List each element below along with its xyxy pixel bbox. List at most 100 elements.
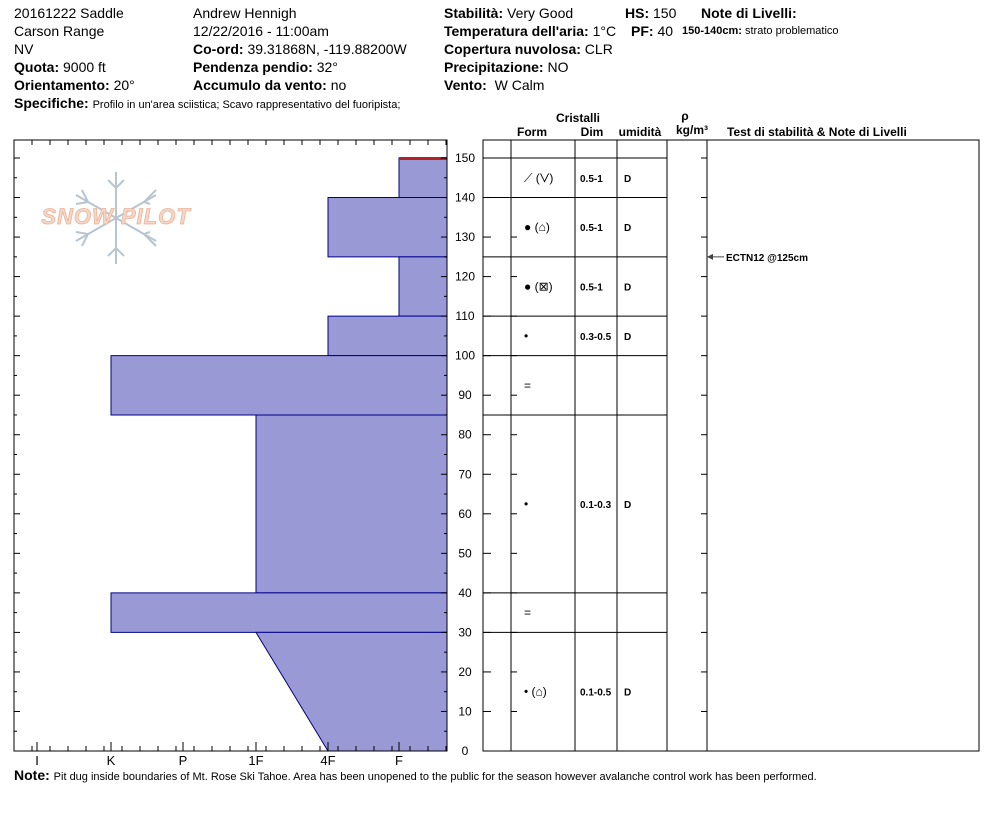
layer-note-range: 150-140cm: xyxy=(682,25,742,37)
precip-label: Precipitazione: xyxy=(444,59,544,75)
hardness-bar-2 xyxy=(398,256,448,317)
coords-value: 39.31868N, -119.88200W xyxy=(247,41,407,57)
depth-label-70: 70 xyxy=(458,467,472,481)
layer-size-5: 0.1-0.3 xyxy=(580,500,612,511)
depth-label-130: 130 xyxy=(455,230,475,244)
aspect: Orientamento: 20° xyxy=(14,76,135,94)
depth-label-120: 120 xyxy=(455,270,475,284)
layer-notes-title: Note di Livelli: xyxy=(701,5,797,21)
depth-label-150: 150 xyxy=(455,151,475,165)
layer-size-1: 0.5-1 xyxy=(580,223,603,234)
specifics-value: Profilo in un'area sciistica; Scavo rapp… xyxy=(92,99,401,111)
slope-label: Pendenza pendio: xyxy=(193,59,313,75)
layer-form-2: ● (⊠) xyxy=(524,279,553,293)
pit-name-2: Carson Range xyxy=(14,23,105,39)
elevation: Quota: 9000 ft xyxy=(14,58,106,76)
wind: Vento: W Calm xyxy=(444,76,544,94)
tests-header: Test di stabilità & Note di Livelli xyxy=(727,125,907,139)
hardness-bar-4 xyxy=(110,355,448,416)
form-header: Form xyxy=(517,125,547,139)
depth-label-30: 30 xyxy=(458,625,472,639)
layer-moisture-0: D xyxy=(624,174,631,185)
layer-moisture-2: D xyxy=(624,282,631,293)
layer-form-3: • xyxy=(524,329,528,343)
depth-label-20: 20 xyxy=(458,665,472,679)
layer-note: 150-140cm: strato problematico xyxy=(682,22,839,40)
logo-text: SNOW PILOT xyxy=(41,204,191,229)
snowpilot-logo: SNOW PILOT xyxy=(41,172,191,264)
layer-table-frame xyxy=(482,139,980,752)
layer-form-7: • (⌂) xyxy=(524,685,547,699)
state: NV xyxy=(14,41,34,57)
wind-value: W Calm xyxy=(494,77,545,93)
depth-label-140: 140 xyxy=(455,191,475,205)
depth-label-100: 100 xyxy=(455,349,475,363)
stability-label: Stabilità: xyxy=(444,5,504,21)
layer-form-5: • xyxy=(524,497,528,511)
hardness-label-1F: 1F xyxy=(248,753,263,768)
hardness-bar-0 xyxy=(398,157,448,199)
layer-size-7: 0.1-0.5 xyxy=(580,688,612,699)
depth-label-0: 0 xyxy=(462,744,469,758)
snowflake-icon xyxy=(75,172,157,264)
slope-value: 32° xyxy=(316,59,338,75)
layer-moisture-1: D xyxy=(624,223,631,234)
layer-moisture-7: D xyxy=(624,688,631,699)
depth-label-10: 10 xyxy=(458,704,472,718)
stability-value: Very Good xyxy=(507,5,574,21)
layer-size-0: 0.5-1 xyxy=(580,174,603,185)
depth-label-90: 90 xyxy=(458,388,472,402)
hardness-bar-7 xyxy=(255,631,448,752)
hardness-label-K: K xyxy=(107,753,116,768)
stability: Stabilità: Very Good xyxy=(444,4,573,22)
air-temp-label: Temperatura dell'aria: xyxy=(444,23,589,39)
hardness-label-P: P xyxy=(179,753,188,768)
hardness-label-F: F xyxy=(395,753,403,768)
slope: Pendenza pendio: 32° xyxy=(193,58,338,76)
hardness-bar-1 xyxy=(327,197,448,258)
specifics: Specifiche: Profilo in un'area sciistica… xyxy=(14,94,400,114)
coords-label: Co-ord: xyxy=(193,41,244,57)
wind-loading: Accumulo da vento: no xyxy=(193,76,346,94)
aspect-value: 20° xyxy=(113,77,135,93)
layer-size-3: 0.3-0.5 xyxy=(580,332,612,343)
hardness-bar-6 xyxy=(110,592,448,633)
hardness-label-4F: 4F xyxy=(320,753,335,768)
hs: HS: 150 xyxy=(625,4,676,22)
hardness-bar-3 xyxy=(327,315,448,357)
air-temp-value: 1°C xyxy=(592,23,617,39)
sky: Copertura nuvolosa: CLR xyxy=(444,40,613,58)
elevation-label: Quota: xyxy=(14,59,60,75)
size-header: Dim xyxy=(581,125,604,139)
wind-loading-value: no xyxy=(330,77,347,93)
sky-label: Copertura nuvolosa: xyxy=(444,41,581,57)
precip: Precipitazione: NO xyxy=(444,58,568,76)
layer-form-6: = xyxy=(524,606,531,620)
pf: PF: 40 xyxy=(631,22,673,40)
datetime: 12/22/2016 - 11:00am xyxy=(193,23,329,39)
footer-note-value: Pit dug inside boundaries of Mt. Rose Sk… xyxy=(53,771,817,783)
layer-size-2: 0.5-1 xyxy=(580,282,603,293)
pf-value: 40 xyxy=(657,23,674,39)
stability-test-arrow-0 xyxy=(707,253,713,260)
depth-label-50: 50 xyxy=(458,546,472,560)
layer-moisture-5: D xyxy=(624,500,631,511)
hardness-label-I: I xyxy=(35,753,39,768)
wind-label: Vento: xyxy=(444,77,487,93)
density-header: kg/m³ xyxy=(676,123,708,137)
moisture-header: umidità xyxy=(619,125,662,139)
layer-form-1: ● (⌂) xyxy=(524,220,550,234)
snow-profile-chart: I K P 1F 4F F 0 10 20 30 40 50 60 70 80 90 100 110 120 130 1… xyxy=(13,139,980,768)
precip-value: NO xyxy=(547,59,569,75)
specifics-label: Specifiche: xyxy=(14,95,89,111)
observer: Andrew Hennigh xyxy=(193,5,297,21)
air-temp: Temperatura dell'aria: 1°C xyxy=(444,22,616,40)
hardness-bar-5 xyxy=(255,414,448,594)
stability-test-label-0: ECTN12 @125cm xyxy=(726,253,808,264)
rho-header: ρ xyxy=(681,109,688,123)
depth-label-110: 110 xyxy=(455,309,474,323)
sky-value: CLR xyxy=(584,41,613,57)
footer-note: Note: Pit dug inside boundaries of Mt. R… xyxy=(14,766,817,786)
coords: Co-ord: 39.31868N, -119.88200W xyxy=(193,40,407,58)
depth-label-80: 80 xyxy=(458,428,472,442)
